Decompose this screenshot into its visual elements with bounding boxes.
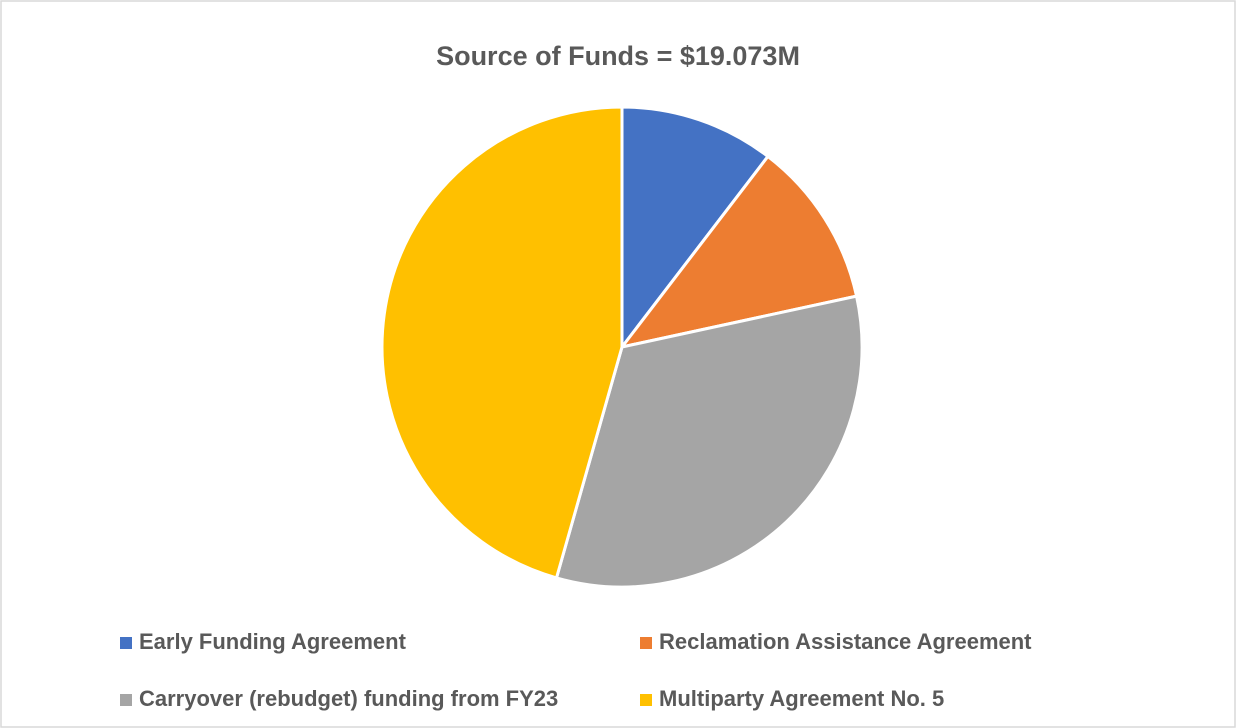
legend-label: Carryover (rebudget) funding from FY23 <box>139 686 558 711</box>
legend-label: Multiparty Agreement No. 5 <box>659 686 944 711</box>
legend-label: Reclamation Assistance Agreement <box>659 629 1032 654</box>
legend-label: Early Funding Agreement <box>139 629 407 654</box>
legend-swatch <box>120 694 132 706</box>
pie-slice <box>380 105 624 580</box>
legend-swatch <box>120 637 132 649</box>
pie-slice <box>618 154 859 350</box>
chart-title: Source of Funds = $19.073M <box>436 41 800 71</box>
pie-slice <box>554 294 864 589</box>
legend-swatch <box>640 694 652 706</box>
legend-swatch <box>640 637 652 649</box>
pie-slice <box>620 105 771 352</box>
